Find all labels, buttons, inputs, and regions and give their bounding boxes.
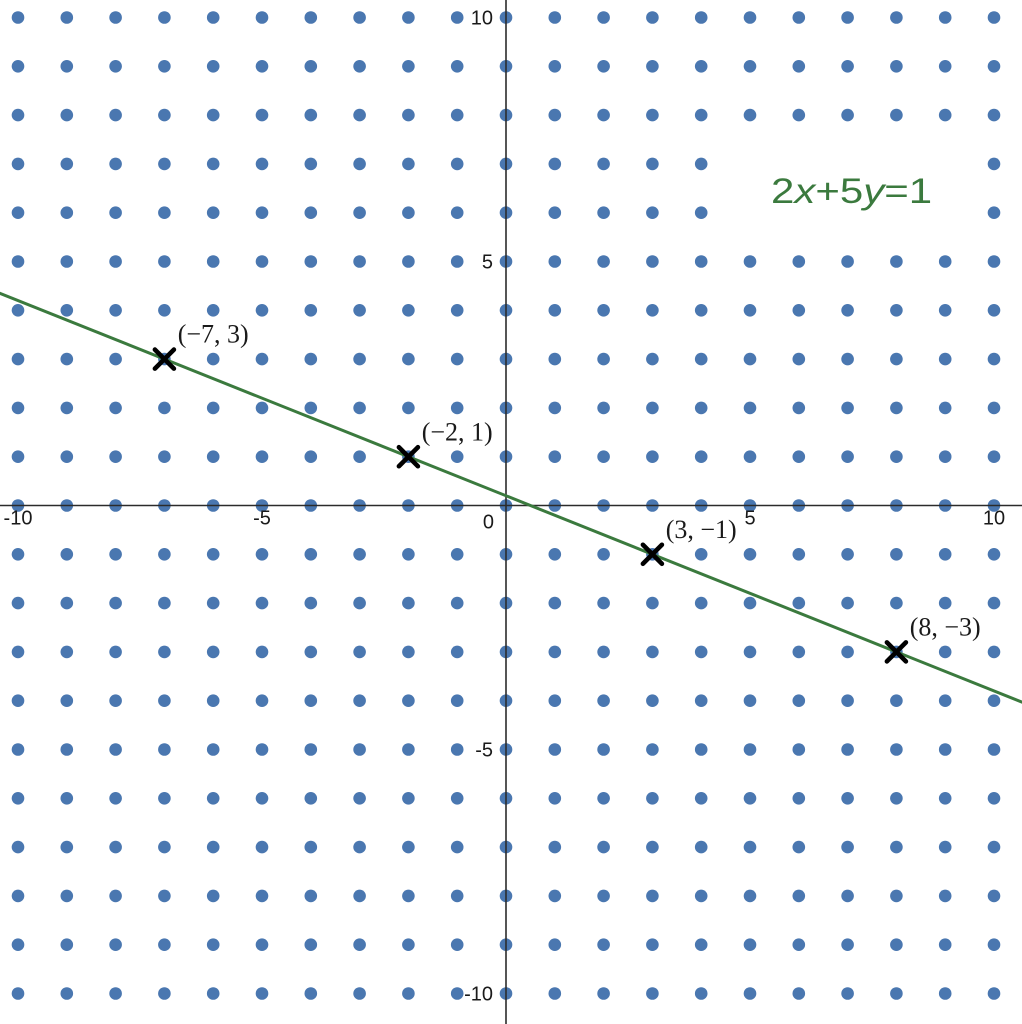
svg-text:-10: -10: [464, 984, 493, 1006]
svg-text:(8, −3): (8, −3): [910, 613, 981, 642]
svg-text:-5: -5: [475, 740, 493, 762]
svg-text:-5: -5: [253, 508, 271, 530]
svg-text:5: 5: [482, 252, 493, 274]
svg-text:(3, −1): (3, −1): [666, 515, 737, 544]
svg-text:(−7, 3): (−7, 3): [178, 320, 249, 349]
svg-text:(−2, 1): (−2, 1): [422, 417, 493, 446]
svg-text:5: 5: [744, 508, 755, 530]
svg-text:-10: -10: [4, 508, 33, 530]
svg-text:10: 10: [471, 8, 493, 30]
svg-text:0: 0: [483, 512, 494, 534]
svg-text:10: 10: [983, 508, 1005, 530]
svg-text:2x+5y=1: 2x+5y=1: [771, 172, 932, 211]
